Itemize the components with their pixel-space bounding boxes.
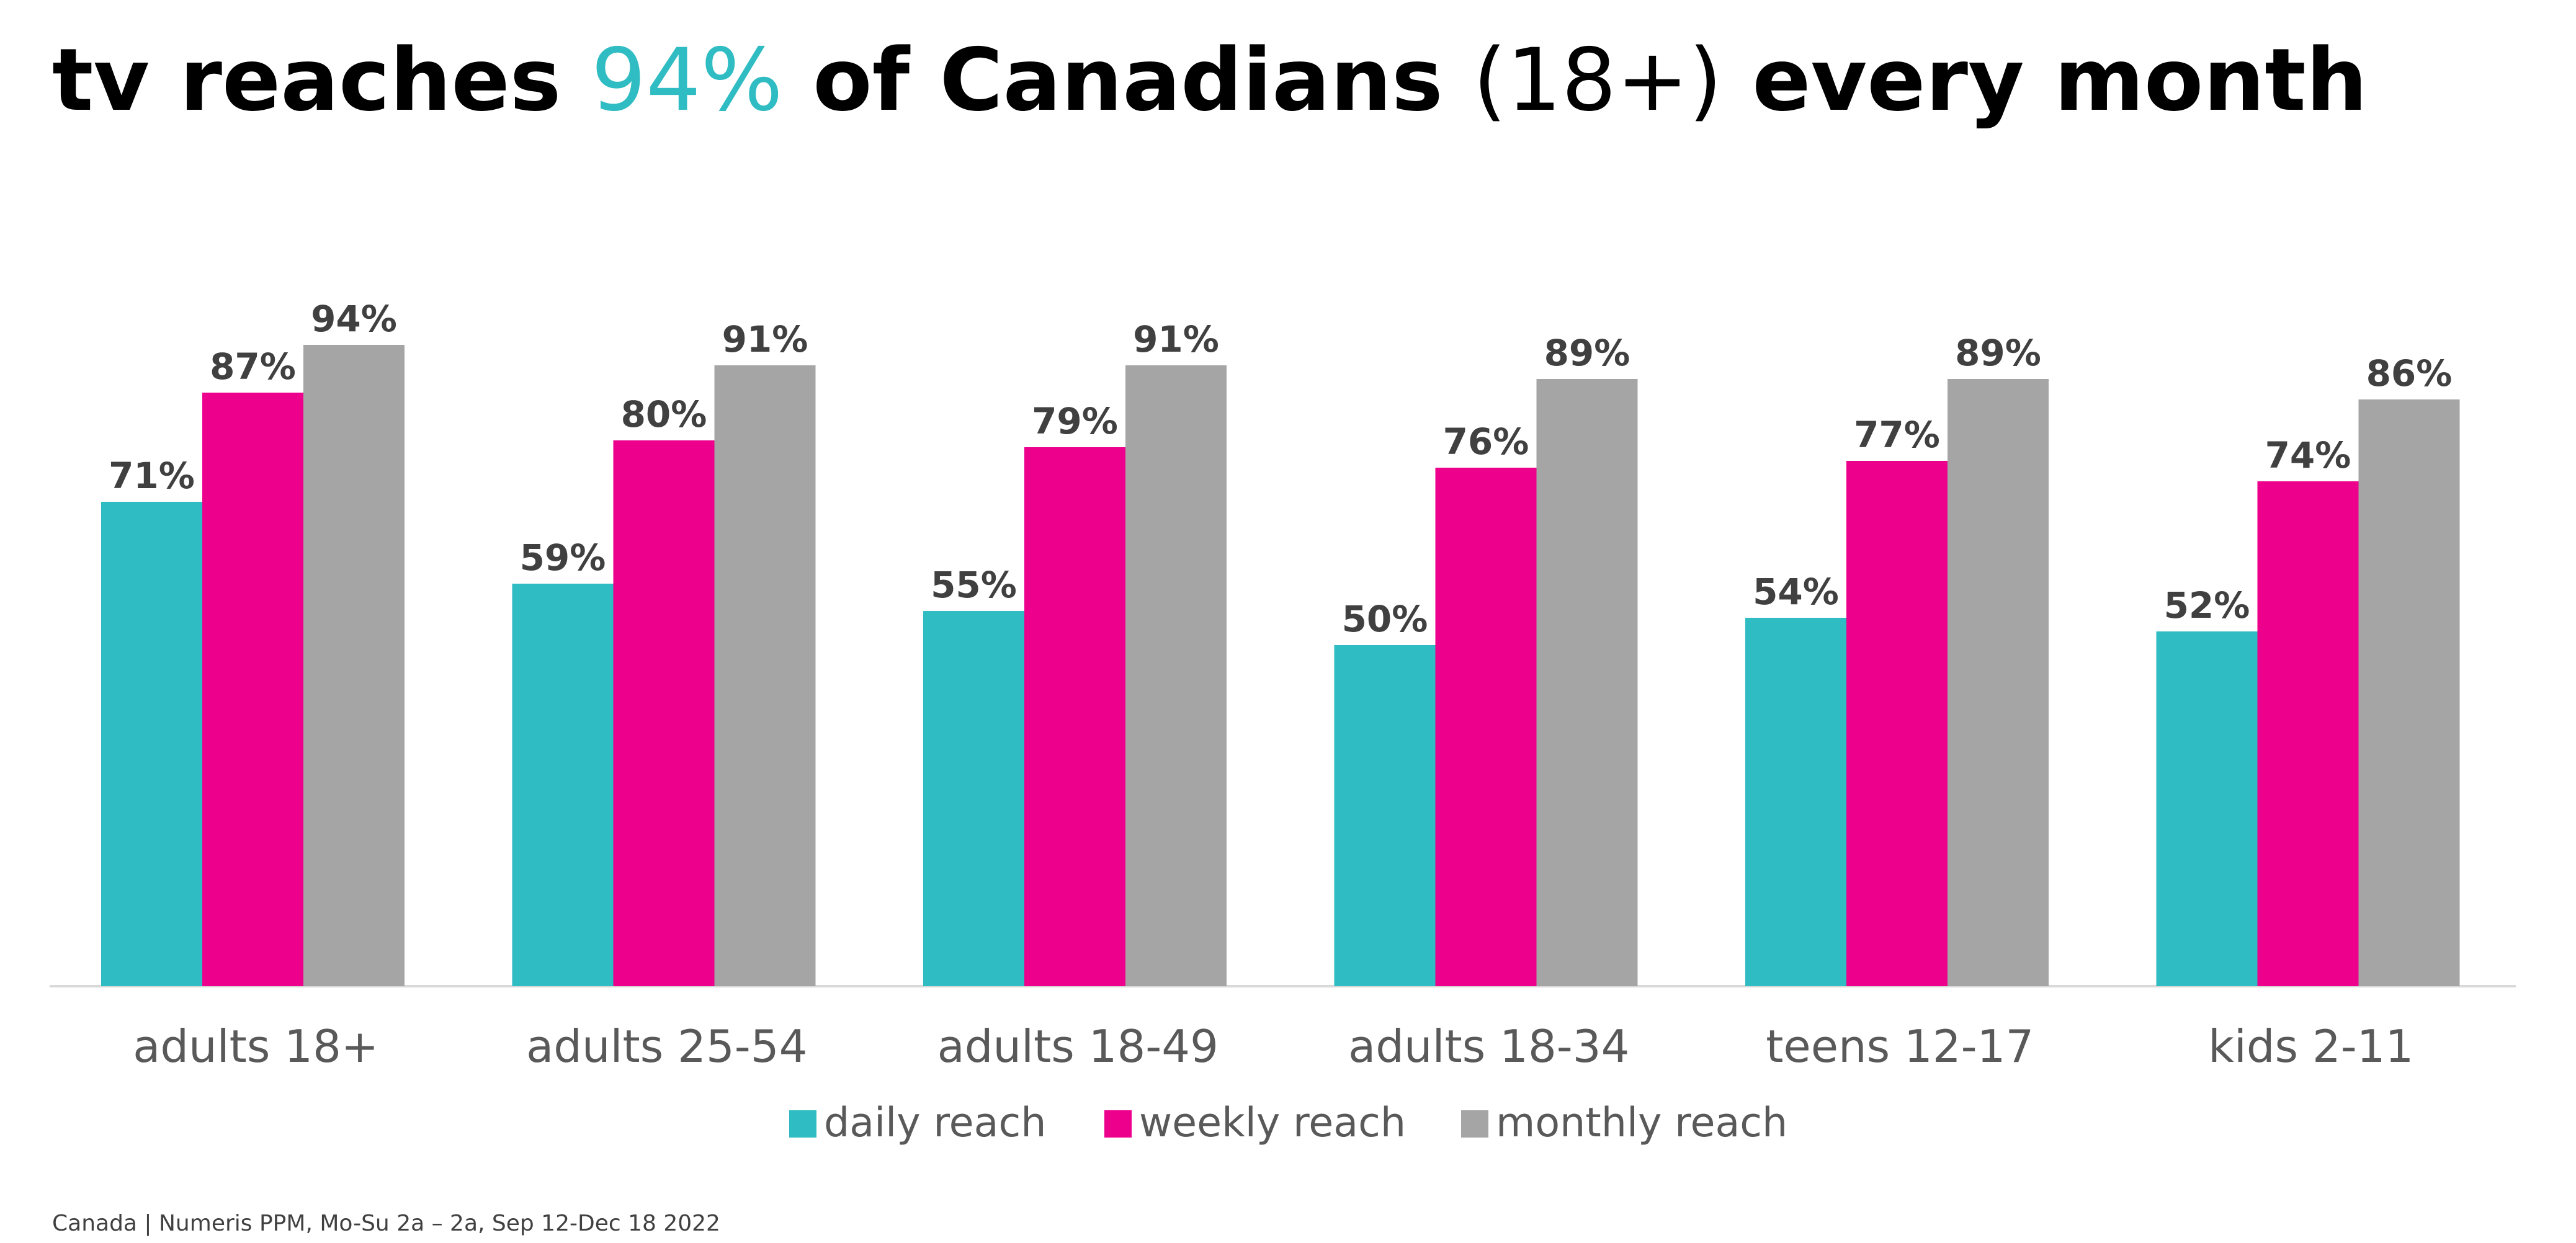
legend-swatch-weekly [1104, 1110, 1132, 1138]
legend-label-monthly: monthly reach [1496, 1100, 1787, 1146]
legend-swatch-monthly [1461, 1110, 1488, 1138]
bar-daily-5 [2156, 631, 2258, 986]
bar-weekly-1 [613, 440, 715, 986]
category-label: adults 18-49 [937, 1020, 1219, 1072]
bar-weekly-5 [2257, 481, 2359, 986]
title-prefix: tv reaches [52, 30, 591, 130]
title-parenthetical: (18+) [1473, 30, 1722, 130]
category-label: teens 12-17 [1766, 1020, 2034, 1072]
category-label: adults 18+ [133, 1020, 378, 1072]
bar-daily-1 [512, 584, 614, 986]
bar-value-label: 86% [2366, 352, 2453, 394]
bar-value-label: 77% [1854, 414, 1940, 456]
bar-value-label: 80% [621, 393, 707, 435]
bar-value-label: 55% [931, 564, 1017, 606]
bar-value-label: 71% [109, 455, 195, 497]
legend-label-daily: daily reach [824, 1100, 1046, 1146]
bar-monthly-2 [1125, 365, 1227, 986]
bar-value-label: 50% [1342, 598, 1428, 640]
bar-weekly-2 [1024, 447, 1125, 986]
legend-swatch-daily [789, 1110, 816, 1138]
bar-value-label: 54% [1753, 571, 1839, 613]
title-suffix: every month [1722, 30, 2368, 130]
bar-monthly-1 [714, 365, 816, 986]
bar-monthly-4 [1948, 379, 2049, 986]
bar-weekly-3 [1435, 468, 1537, 986]
bar-monthly-0 [303, 345, 405, 986]
bar-value-label: 91% [722, 318, 808, 360]
bar-monthly-3 [1536, 379, 1638, 986]
bar-value-label: 87% [210, 345, 296, 388]
bar-value-label: 89% [1955, 332, 2041, 374]
source-note: Canada | Numeris PPM, Mo-Su 2a – 2a, Sep… [52, 1211, 720, 1236]
bar-weekly-0 [202, 393, 303, 986]
bar-daily-4 [1745, 618, 1846, 986]
bar-daily-3 [1334, 645, 1436, 986]
bar-daily-2 [923, 611, 1024, 986]
bar-weekly-4 [1846, 461, 1948, 986]
bar-value-label: 59% [520, 537, 606, 579]
category-label: adults 18-34 [1348, 1020, 1629, 1072]
category-label: adults 25-54 [526, 1020, 807, 1072]
bar-value-label: 79% [1032, 400, 1118, 442]
bar-value-label: 89% [1544, 332, 1630, 374]
bar-daily-0 [101, 502, 202, 986]
bar-value-label: 76% [1443, 421, 1529, 463]
bar-monthly-5 [2358, 399, 2460, 986]
bar-value-label: 52% [2164, 584, 2250, 626]
bar-value-label: 74% [2265, 434, 2351, 476]
title-middle: of Canadians [782, 30, 1474, 130]
title-highlight: 94% [591, 30, 783, 130]
bar-value-label: 91% [1133, 318, 1219, 360]
bar-value-label: 94% [311, 298, 397, 340]
legend-label-weekly: weekly reach [1139, 1100, 1406, 1146]
category-label: kids 2-11 [2208, 1020, 2413, 1072]
page-title: tv reaches 94% of Canadians (18+) every … [52, 27, 2368, 133]
